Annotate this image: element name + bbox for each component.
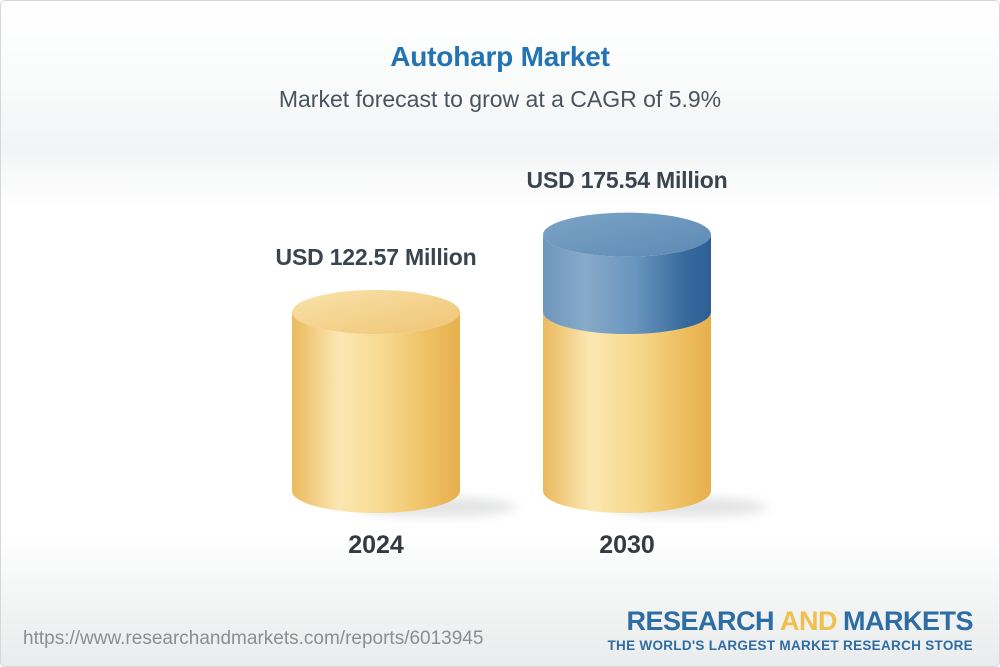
chart-title: Autoharp Market: [390, 41, 610, 72]
category-label-2030: 2030: [599, 531, 655, 559]
cylinder-2030-growth-body: [543, 234, 711, 334]
logo-word-and: AND: [780, 606, 838, 636]
cylinder-2024-base-top: [292, 290, 460, 334]
value-label-2030: USD 175.54 Million: [526, 166, 728, 193]
cylinder-2030-growth-top: [543, 212, 711, 257]
brand-logo: RESEARCH AND MARKETS THE WORLD'S LARGEST M…: [607, 608, 973, 654]
logo-word-research: RESEARCH: [626, 606, 774, 636]
report-url: https://www.researchandmarkets.com/repor…: [23, 628, 484, 649]
brand-wordmark: RESEARCH AND MARKETS: [607, 608, 973, 635]
cylinder-2024-base-body: [292, 312, 460, 513]
chart-subtitle: Market forecast to grow at a CAGR of 5.9…: [278, 86, 722, 112]
logo-word-markets: MARKETS: [843, 606, 974, 636]
cylinder-2030-base-body: [543, 312, 711, 513]
brand-tagline: THE WORLD'S LARGEST MARKET RESEARCH STOR…: [607, 638, 973, 653]
value-label-2024: USD 122.57 Million: [275, 244, 477, 270]
category-label-2024: 2024: [348, 531, 404, 559]
